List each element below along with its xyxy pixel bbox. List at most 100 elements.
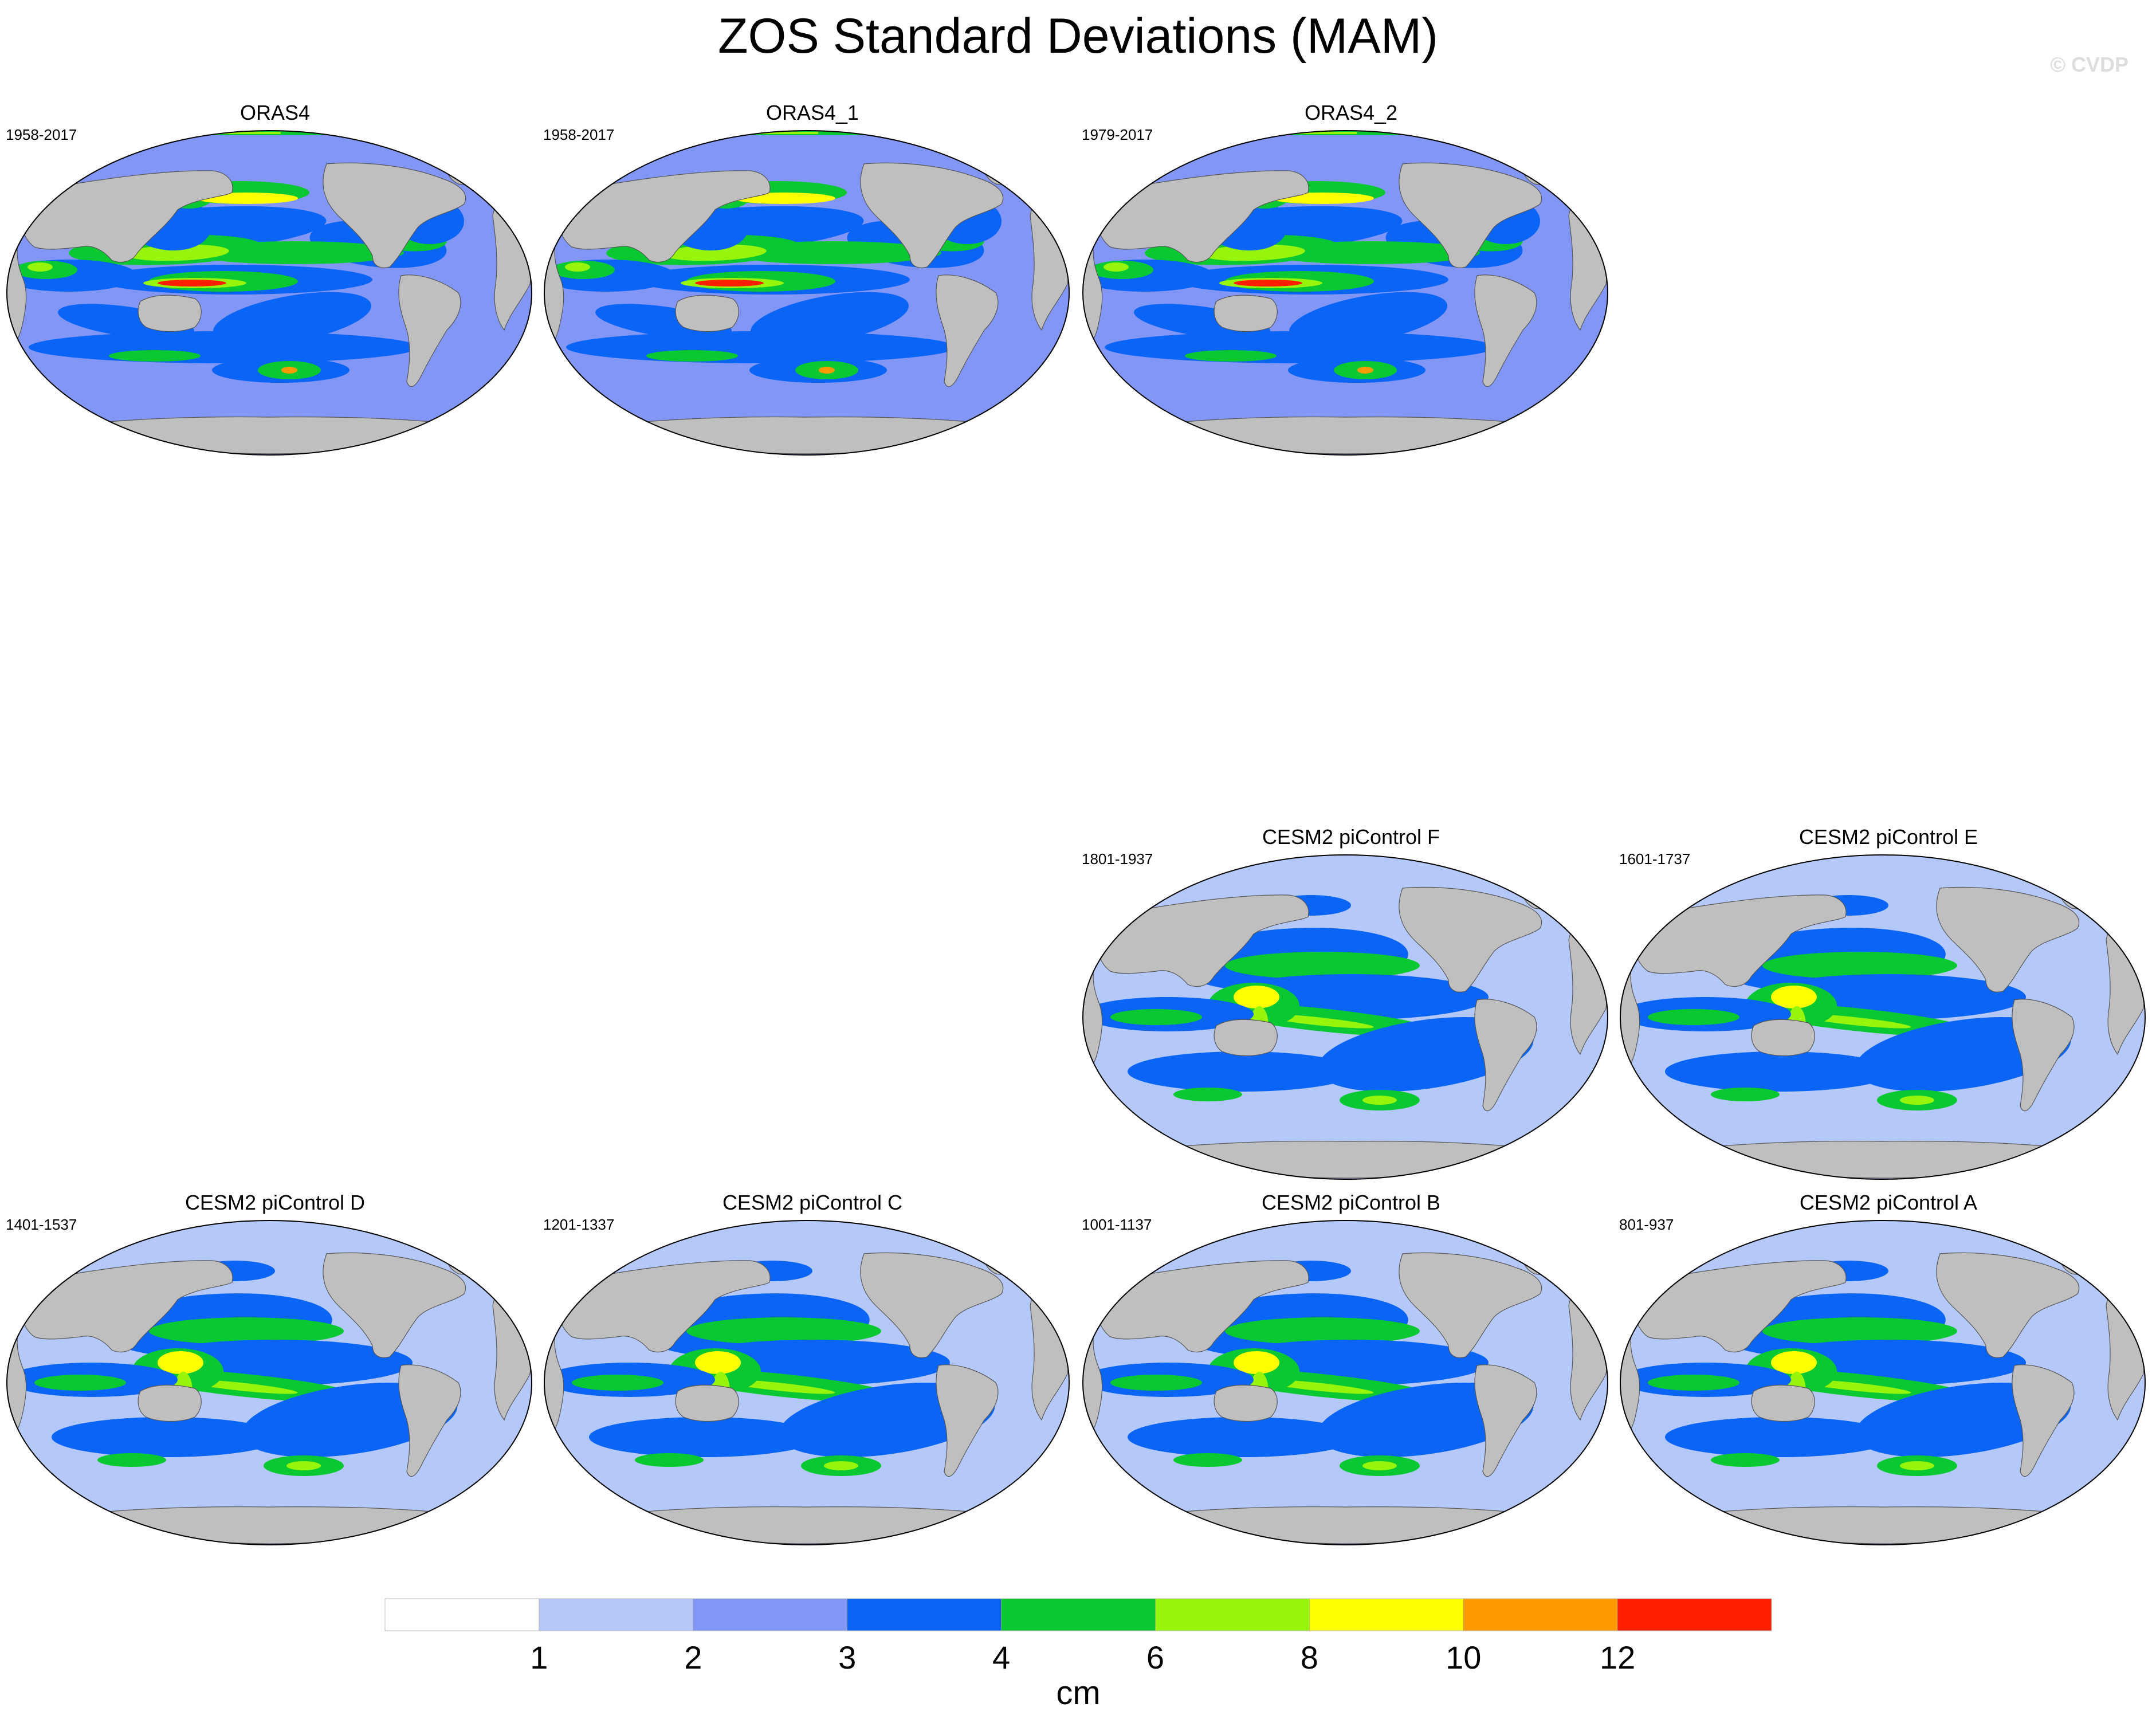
map-border bbox=[544, 130, 1070, 456]
land-antarctica bbox=[1127, 416, 1564, 454]
land-antarctica bbox=[1127, 1140, 1564, 1179]
land-australia bbox=[675, 1384, 739, 1422]
ocean-anomaly-region bbox=[149, 1317, 344, 1345]
colorbar-swatch bbox=[384, 1598, 540, 1631]
colorbar-swatch bbox=[539, 1598, 694, 1631]
panel-title: CESM2 piControl C bbox=[722, 1191, 903, 1214]
land-north-america bbox=[1399, 162, 1542, 268]
panel-cesm2-f: CESM2 piControl F 1801-1937 bbox=[1082, 825, 1620, 1180]
world-map bbox=[1082, 130, 1608, 456]
ocean-anomaly-region bbox=[1900, 1096, 1934, 1105]
panel-years: 1001-1137 bbox=[1082, 1216, 1152, 1233]
colorbar-swatch bbox=[1309, 1598, 1464, 1631]
ocean-anomaly-region bbox=[186, 241, 404, 264]
ocean-anomaly-region bbox=[1262, 241, 1480, 264]
colorbar-tick-label: 2 bbox=[684, 1639, 702, 1675]
panel-title: ORAS4 bbox=[239, 101, 311, 124]
land-australia bbox=[1751, 1019, 1815, 1057]
ocean-anomaly-region bbox=[1225, 1317, 1420, 1345]
panel-oras4-2: ORAS4_2 1979-2017 bbox=[1082, 101, 1620, 456]
ocean-anomaly-region bbox=[646, 350, 738, 362]
panel-title: ORAS4_2 bbox=[1304, 101, 1398, 124]
ocean-anomaly-region bbox=[126, 244, 229, 261]
ocean-anomaly-region bbox=[1173, 1453, 1242, 1467]
ocean-anomaly-region bbox=[819, 367, 835, 374]
ocean-anomaly-region bbox=[158, 280, 226, 287]
land-asia bbox=[1096, 894, 1309, 987]
ocean-anomaly-region bbox=[286, 1461, 321, 1470]
land-asia bbox=[20, 170, 233, 263]
ocean-anomaly-region bbox=[1110, 1375, 1202, 1391]
panel-title: ORAS4_1 bbox=[765, 101, 859, 124]
ocean-anomaly-region bbox=[158, 1351, 203, 1374]
panel-years: 1979-2017 bbox=[1082, 126, 1153, 143]
map-content bbox=[1083, 855, 1608, 1179]
ocean-anomaly-region bbox=[1771, 1351, 1817, 1374]
colorbar-frame bbox=[384, 1598, 1772, 1631]
ocean-anomaly-region bbox=[28, 262, 53, 272]
world-map bbox=[1620, 854, 2146, 1180]
ocean-anomaly-region bbox=[1128, 1051, 1357, 1092]
ocean-anomaly-region bbox=[1762, 952, 1957, 979]
panel-years: 1401-1537 bbox=[6, 1216, 77, 1233]
land-australia bbox=[675, 295, 739, 332]
ocean-anomaly-region bbox=[565, 262, 590, 272]
panel-cesm2-b: CESM2 piControl B 1001-1137 bbox=[1082, 1191, 1620, 1546]
panel-cesm2-c: CESM2 piControl C 1201-1337 bbox=[543, 1191, 1082, 1546]
land-antarctica bbox=[51, 1506, 488, 1544]
land-antarctica bbox=[588, 1506, 1025, 1544]
watermark: © CVDP bbox=[2050, 53, 2128, 76]
land-south-america bbox=[1474, 274, 1537, 387]
panel-title: CESM2 piControl F bbox=[1262, 825, 1440, 849]
ocean-anomaly-region bbox=[824, 1461, 858, 1470]
ocean-anomaly-region bbox=[1234, 986, 1279, 1008]
figure-title: ZOS Standard Deviations (MAM) bbox=[718, 9, 1438, 64]
panel-years: 1201-1337 bbox=[543, 1216, 615, 1233]
map-border bbox=[1082, 130, 1608, 456]
land-south-america bbox=[2012, 999, 2075, 1112]
land-australia bbox=[1214, 1019, 1278, 1057]
ocean-anomaly-region bbox=[572, 1375, 663, 1391]
land-antarctica bbox=[1664, 1506, 2101, 1544]
ocean-anomaly-region bbox=[1173, 1088, 1242, 1101]
panel-years: 801-937 bbox=[1619, 1216, 1674, 1233]
ocean-anomaly-region bbox=[1110, 1009, 1202, 1025]
map-content bbox=[7, 1220, 532, 1545]
ocean-anomaly-region bbox=[1762, 1317, 1957, 1345]
world-map bbox=[1082, 1220, 1608, 1545]
ocean-anomaly-region bbox=[1128, 1417, 1357, 1457]
colorbar-tick-label: 1 bbox=[530, 1639, 548, 1675]
ocean-anomaly-region bbox=[52, 1417, 281, 1457]
world-map bbox=[6, 130, 532, 456]
map-border bbox=[1082, 854, 1608, 1180]
ocean-anomaly-region bbox=[1357, 367, 1373, 374]
ocean-anomaly-region bbox=[1202, 244, 1305, 261]
map-border bbox=[6, 1220, 532, 1545]
ocean-anomaly-region bbox=[750, 292, 909, 346]
land-antarctica bbox=[1127, 1506, 1564, 1544]
panel-title: CESM2 piControl A bbox=[1799, 1191, 1978, 1214]
land-north-america bbox=[323, 162, 466, 268]
colorbar-tick-label: 12 bbox=[1600, 1639, 1635, 1675]
panel-years: 1958-2017 bbox=[6, 126, 77, 143]
ocean-anomaly-region bbox=[1711, 1088, 1780, 1101]
ocean-anomaly-region bbox=[97, 1453, 166, 1467]
map-border bbox=[1620, 1220, 2146, 1545]
colorbar-swatch bbox=[847, 1598, 1002, 1631]
ocean-anomaly-region bbox=[1362, 1461, 1397, 1470]
land-north-america bbox=[1399, 886, 1542, 992]
colorbar-swatch bbox=[1001, 1598, 1156, 1631]
land-asia bbox=[1096, 1260, 1309, 1353]
land-south-america bbox=[398, 1364, 461, 1477]
map-content bbox=[544, 1220, 1069, 1545]
land-asia bbox=[1633, 894, 1847, 987]
ocean-anomaly-region bbox=[695, 280, 764, 287]
colorbar-tick-label: 3 bbox=[838, 1639, 856, 1675]
map-content bbox=[7, 131, 532, 455]
land-south-america bbox=[2012, 1364, 2075, 1477]
world-map bbox=[6, 1220, 532, 1545]
map-border bbox=[6, 130, 532, 456]
ocean-anomaly-region bbox=[1185, 350, 1277, 362]
ocean-anomaly-region bbox=[1103, 262, 1129, 272]
colorbar-tick-label: 4 bbox=[992, 1639, 1010, 1675]
